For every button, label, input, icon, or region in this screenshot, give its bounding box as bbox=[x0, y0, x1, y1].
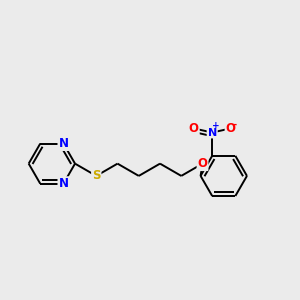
Text: +: + bbox=[212, 121, 219, 130]
Text: N: N bbox=[208, 128, 217, 137]
Text: S: S bbox=[92, 169, 100, 182]
Text: O: O bbox=[197, 157, 208, 170]
Text: N: N bbox=[58, 177, 68, 190]
Text: N: N bbox=[58, 137, 68, 150]
Text: O: O bbox=[226, 122, 236, 135]
Text: O: O bbox=[189, 122, 199, 135]
Text: -: - bbox=[232, 119, 237, 129]
